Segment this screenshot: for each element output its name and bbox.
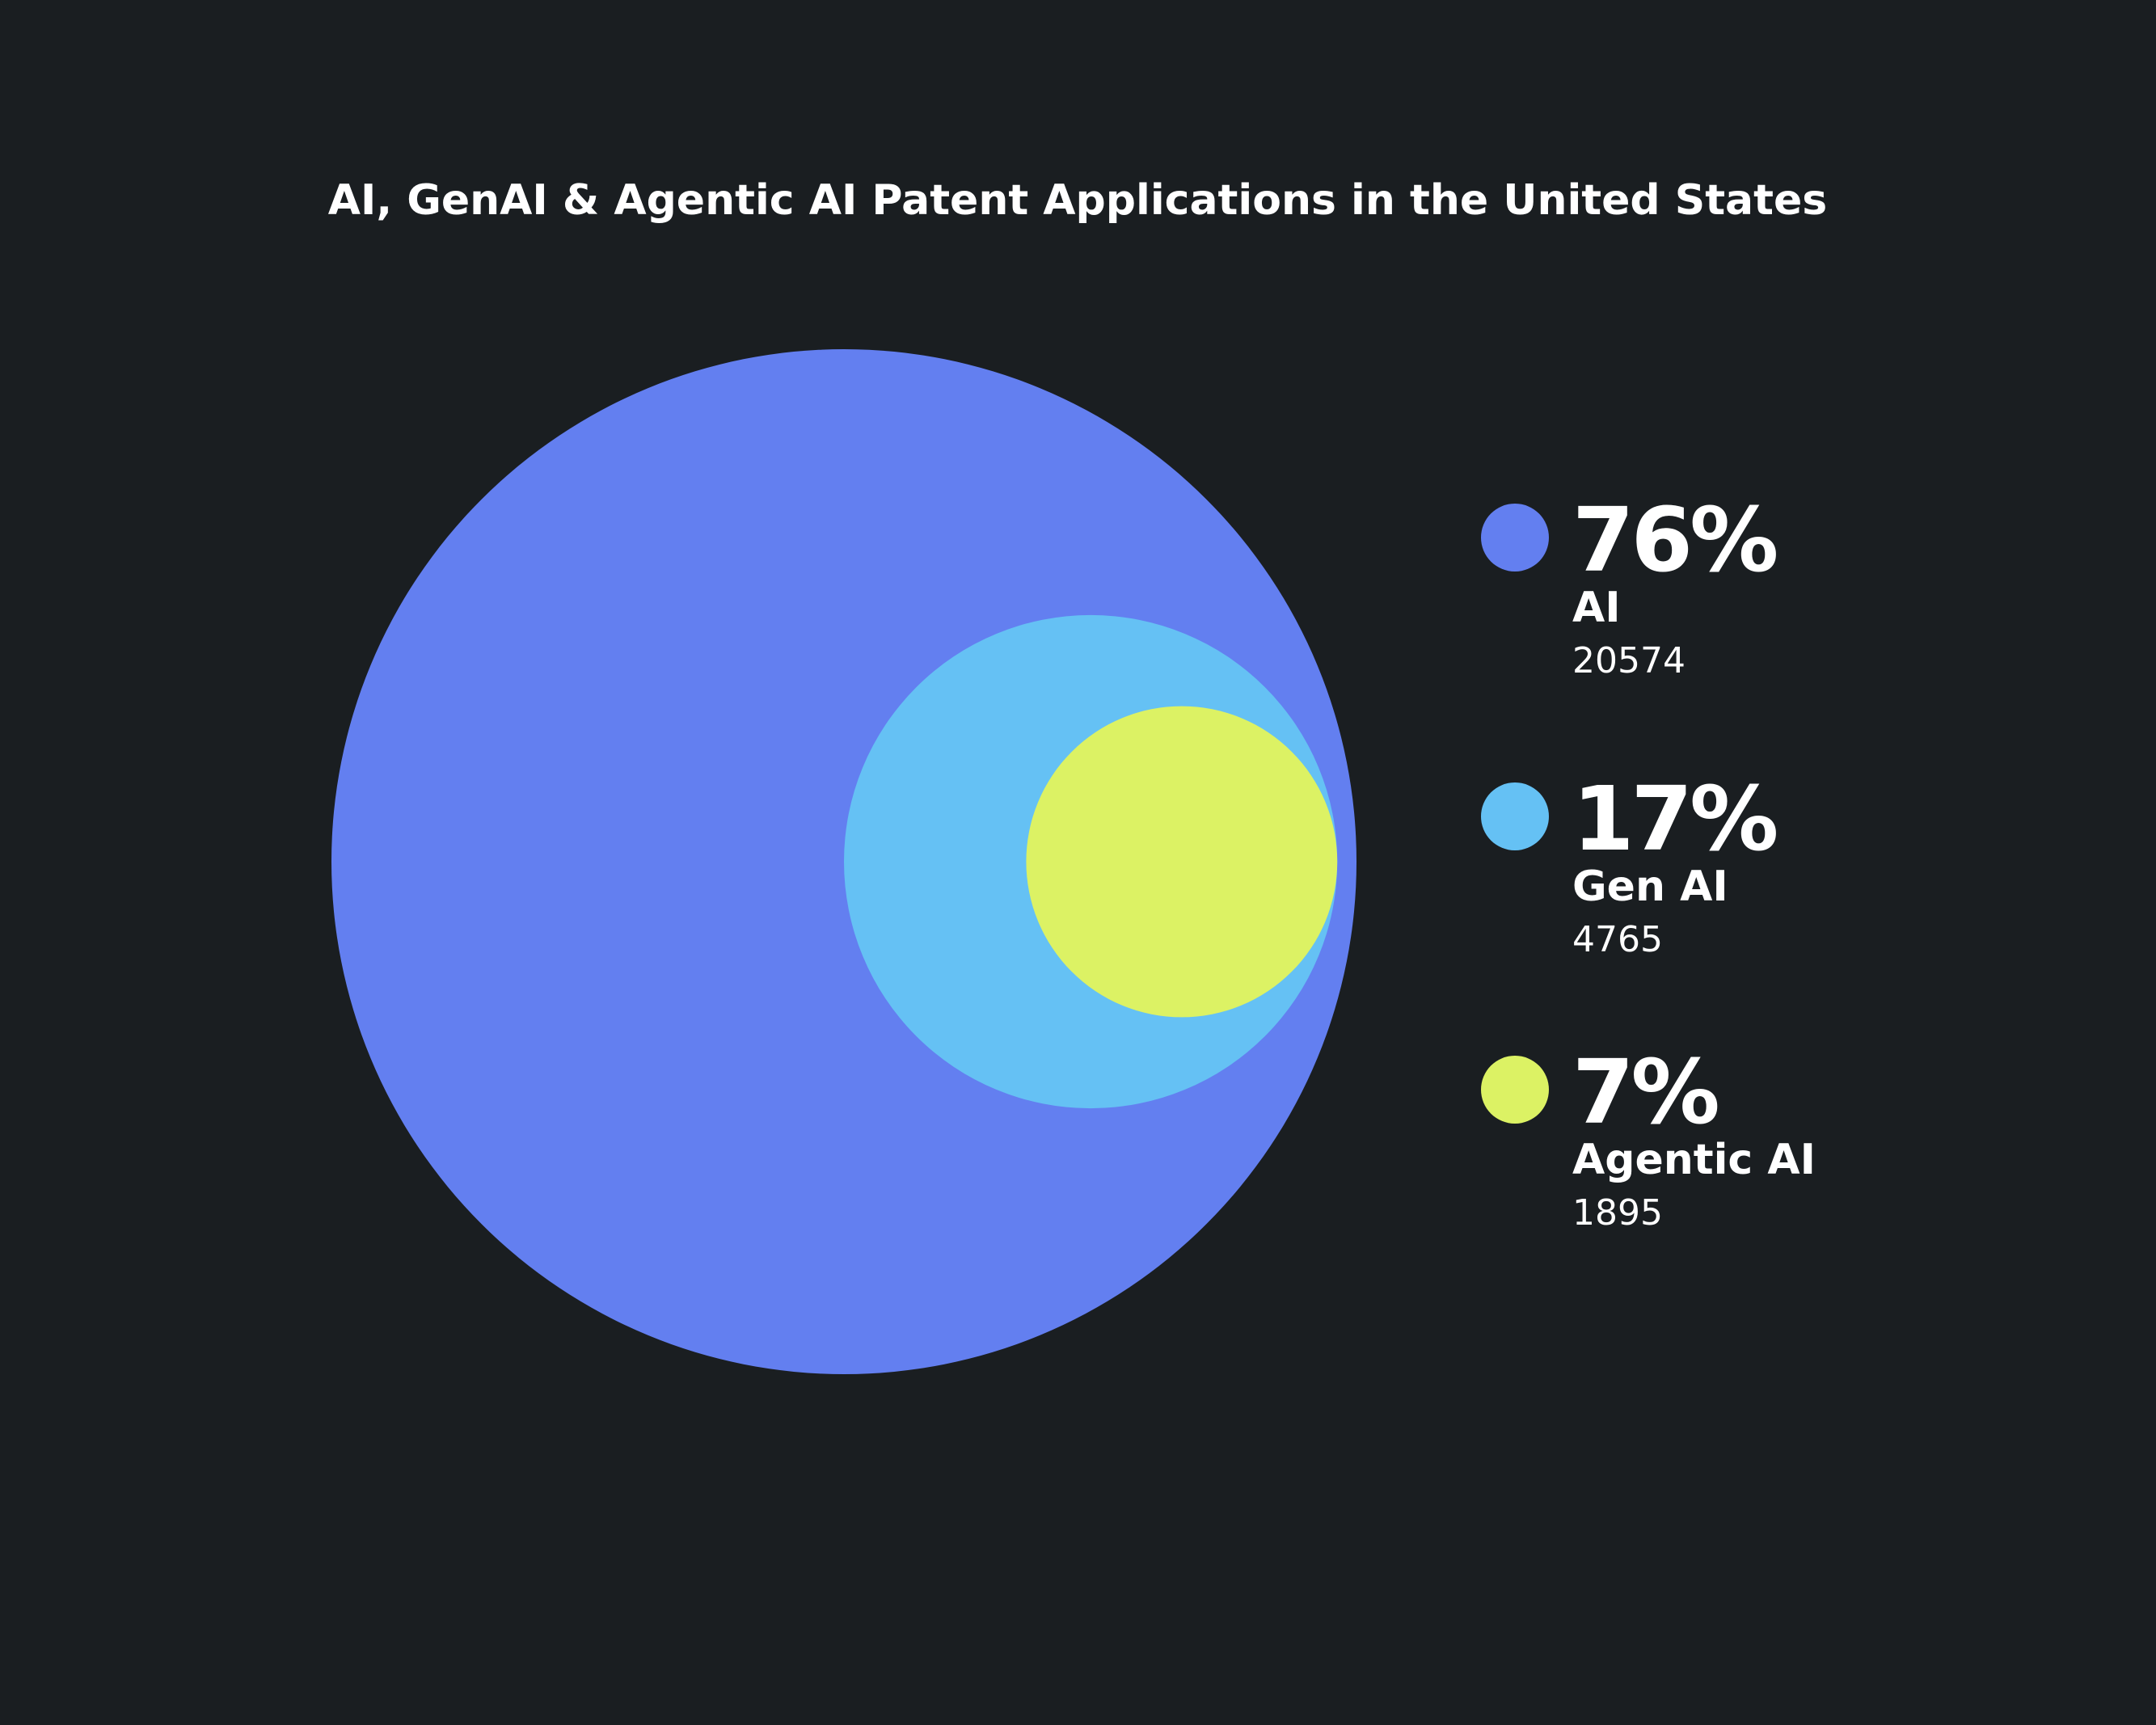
bubble-group (331, 349, 1356, 1374)
legend-label: Agentic AI (1572, 1136, 1816, 1184)
legend-swatch (1481, 504, 1549, 571)
chart-title: AI, GenAI & Agentic AI Patent Applicatio… (328, 176, 1827, 225)
legend-item-agentic-ai: 7%Agentic AI 1895 (1481, 1040, 1816, 1234)
legend-percentage: 76% (1572, 488, 1776, 592)
legend-item-ai: 76%AI 20574 (1481, 488, 1779, 681)
legend-item-gen-ai: 17%Gen AI 4765 (1481, 767, 1779, 960)
legend-value: 1895 (1572, 1192, 1663, 1234)
legend-percentage: 17% (1572, 767, 1776, 871)
legend-percentage: 7% (1572, 1040, 1718, 1144)
legend-value: 4765 (1572, 919, 1663, 960)
legend-value: 20574 (1572, 640, 1686, 681)
legend-swatch (1481, 782, 1549, 850)
legend-label: Gen AI (1572, 862, 1728, 911)
legend-swatch (1481, 1056, 1549, 1124)
bubble-agentic-ai (1026, 706, 1338, 1018)
legend-label: AI (1572, 584, 1621, 632)
legend: 76%AI 20574 17%Gen AI 4765 7%Agentic AI 1895 (1481, 488, 1816, 1234)
